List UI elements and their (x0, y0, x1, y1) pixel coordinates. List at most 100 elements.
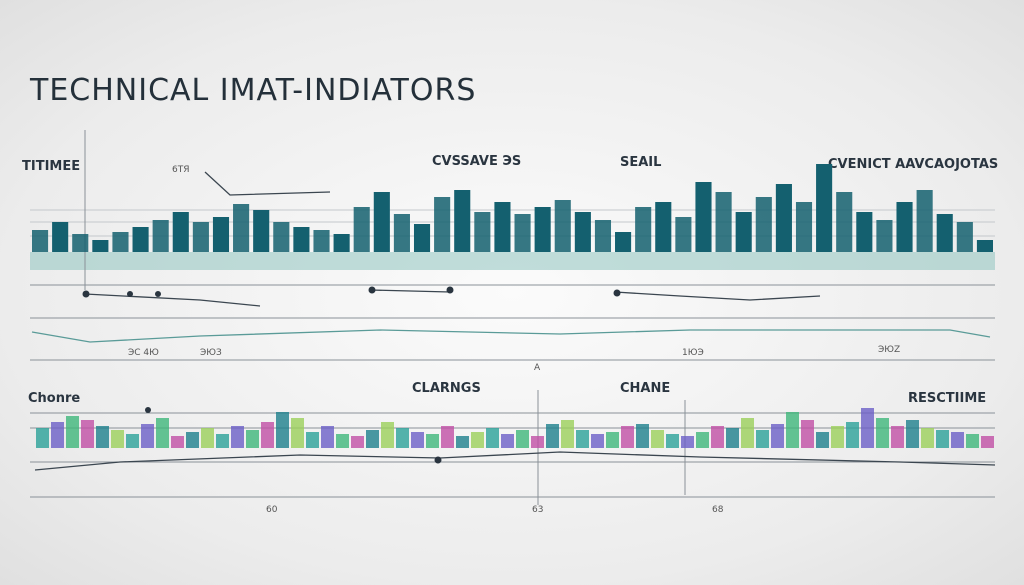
bar (454, 190, 471, 252)
bar (966, 434, 979, 448)
axis-label: 60 (266, 505, 278, 515)
bar (816, 164, 833, 252)
bar (921, 428, 934, 448)
bar (132, 227, 149, 252)
bar (741, 418, 754, 448)
bar (594, 220, 612, 252)
bar (201, 428, 214, 448)
bar (981, 436, 994, 448)
bar (66, 416, 79, 448)
bar (426, 434, 439, 448)
axis-label: ЭЮZ (878, 345, 900, 355)
bar (531, 436, 544, 448)
bar (293, 227, 310, 252)
bar (711, 426, 724, 448)
bar (112, 232, 129, 252)
bar (876, 220, 893, 252)
bar (621, 426, 634, 448)
bar (735, 212, 752, 252)
dot (127, 291, 133, 297)
bar (92, 240, 109, 252)
bar (306, 432, 319, 448)
bar (574, 212, 591, 252)
bar (353, 207, 370, 252)
bar (321, 426, 334, 448)
panel-label: CHANE (620, 381, 670, 396)
bar (96, 426, 109, 448)
bar (36, 428, 49, 448)
bar (233, 204, 250, 252)
dot (145, 407, 151, 413)
bar (373, 192, 390, 252)
bar (192, 222, 209, 252)
bar (474, 212, 491, 252)
bar (715, 192, 732, 252)
bar (32, 230, 49, 252)
bar (212, 217, 230, 252)
bar (936, 214, 953, 252)
bar (906, 420, 919, 448)
bar (172, 212, 189, 252)
bar (276, 412, 289, 448)
bar (216, 434, 229, 448)
bar (636, 424, 649, 448)
bar (273, 222, 290, 252)
bar (171, 436, 184, 448)
bar (554, 200, 571, 252)
bar (441, 426, 454, 448)
bar (561, 420, 574, 448)
axis-label: 1ЮЭ (682, 348, 704, 358)
bar (81, 420, 94, 448)
panel-label: CVSSAVE ЭS (432, 154, 521, 169)
axis-label: ЭЮЗ (200, 348, 222, 358)
dot (446, 286, 454, 294)
bar (231, 426, 244, 448)
dots (82, 286, 621, 298)
dot (613, 289, 621, 297)
bar (655, 202, 672, 252)
bar (666, 434, 679, 448)
bar (726, 428, 739, 448)
bar (411, 432, 424, 448)
bar (615, 232, 632, 252)
curve (204, 171, 331, 196)
bar (246, 430, 259, 448)
bar (756, 430, 769, 448)
bar (494, 202, 511, 252)
bar (836, 192, 853, 252)
bar (501, 434, 514, 448)
panel-label: Chonre (28, 391, 80, 406)
bar (771, 424, 784, 448)
bar (72, 234, 89, 252)
axis-label: 63 (532, 505, 543, 515)
bar (675, 217, 692, 252)
panel-label: SEAIL (620, 155, 661, 170)
curve (84, 289, 821, 307)
bar (514, 214, 531, 252)
bar (696, 432, 709, 448)
bar (916, 190, 933, 252)
title: TECHNICAL IMAT-INDIATORS (29, 73, 476, 108)
curve (34, 451, 996, 471)
bar (51, 422, 64, 448)
bar (896, 202, 913, 252)
bar (635, 207, 652, 252)
bar (141, 424, 154, 448)
dot (82, 290, 90, 298)
bar (856, 212, 873, 252)
dot (434, 456, 442, 464)
bar (956, 222, 973, 252)
dot (368, 286, 376, 294)
bar (471, 432, 484, 448)
bar (152, 220, 169, 252)
bar (336, 434, 349, 448)
bar (846, 422, 859, 448)
bar (396, 428, 409, 448)
bar (333, 234, 350, 252)
bar (486, 428, 499, 448)
bar (291, 418, 304, 448)
panel-label: CLARNGS (412, 381, 481, 396)
bar (366, 430, 379, 448)
